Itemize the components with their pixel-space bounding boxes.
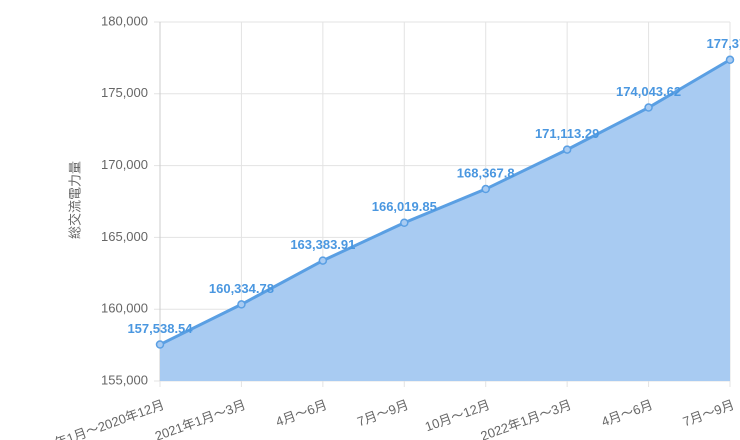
x-tick-label: 4月〜6月 (599, 397, 654, 429)
value-label: 177,370 (707, 36, 740, 51)
x-tick-label: 2021年1月〜3月 (153, 397, 248, 440)
point (562, 145, 572, 154)
x-tick-label: 7月〜9月 (681, 397, 736, 429)
y-tick-label: 160,000 (101, 301, 148, 316)
y-tick-label: 165,000 (101, 229, 148, 244)
value-label: 160,334.78 (209, 281, 274, 296)
x-tick-label: 2020年1月〜2020年12月 (25, 397, 166, 440)
value-label: 163,383.91 (290, 237, 355, 252)
value-label: 166,019.85 (372, 199, 437, 214)
line (159, 58, 731, 346)
y-tick-label: 180,000 (101, 13, 148, 28)
point (481, 184, 490, 194)
y-tick-label: 170,000 (101, 157, 148, 172)
y-tick-label: 175,000 (101, 85, 148, 100)
point (725, 55, 735, 65)
value-label: 171,113.29 (535, 126, 599, 141)
point (318, 256, 328, 265)
point (237, 300, 246, 309)
value-label: 157,538.54 (127, 321, 193, 336)
x-tick-label: 2022年1月〜3月 (479, 397, 574, 440)
value-label: 174,043.62 (616, 84, 681, 99)
y-axis-label: 総交流電力量 (67, 161, 82, 239)
point (400, 218, 409, 228)
point (155, 340, 165, 349)
y-tick-label: 155,000 (101, 372, 148, 387)
point (644, 103, 653, 112)
x-tick-label: 4月〜6月 (274, 397, 329, 429)
value-label: 168,367.8 (457, 165, 515, 180)
x-tick-label: 7月〜9月 (355, 397, 410, 429)
